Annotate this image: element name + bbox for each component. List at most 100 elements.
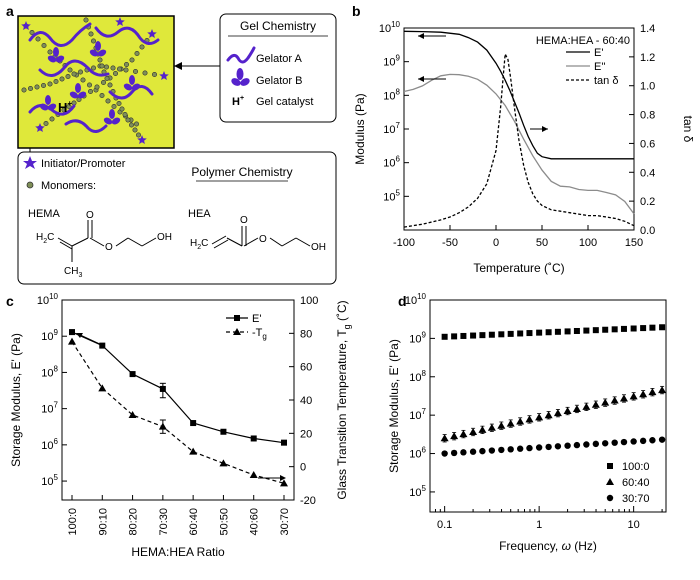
point-square <box>507 330 514 337</box>
point-circle <box>479 447 486 455</box>
initiator-star <box>137 135 147 144</box>
y-tick-label: 1010 <box>37 292 59 307</box>
point-triangle <box>591 400 600 408</box>
point-triangle <box>525 415 534 423</box>
legend-label-base: E' <box>252 313 261 325</box>
hea-carbonyl-o: O <box>240 215 248 226</box>
point-square <box>545 329 552 336</box>
panel-d-plot-frame <box>429 299 667 513</box>
y-tick-label-exp: 9 <box>54 328 59 337</box>
y-tick-label: 109 <box>409 330 426 345</box>
three-lobe-icon <box>231 68 250 86</box>
legend-label-0: 100:0 <box>622 461 650 473</box>
monomer-bead <box>88 89 94 95</box>
monomer-bead <box>117 66 123 72</box>
gelator-b-lobe <box>111 117 121 125</box>
point-triangle <box>459 430 468 438</box>
point-triangle <box>601 398 610 406</box>
e-prime-axis-arrow-head <box>418 33 424 39</box>
monomer-bead <box>152 72 158 78</box>
panel-b-y-label: Modulus (Pa) <box>353 93 367 164</box>
initiator-star <box>147 29 157 38</box>
legend-label-1: 60:40 <box>622 477 650 489</box>
legend-marker-1 <box>606 478 614 485</box>
gel-network-illustration <box>21 17 169 144</box>
monomer-bead <box>65 74 71 80</box>
point-triangle <box>629 392 638 400</box>
point-circle <box>564 442 571 449</box>
y-tick-label: 1010 <box>405 292 427 307</box>
y-right-tick-label: 40 <box>300 395 312 407</box>
legend-marker-1 <box>233 328 241 335</box>
gelator-a-strand <box>28 22 92 47</box>
hema-structure <box>57 220 157 262</box>
point-circle <box>573 441 581 449</box>
series-line-0 <box>403 30 634 160</box>
monomer-bead <box>119 106 125 112</box>
point-square <box>564 328 571 335</box>
point-square <box>479 332 486 339</box>
hea-ester-o: O <box>259 234 267 245</box>
panel-c-x-label: HEMA:HEA Ratio <box>131 545 225 559</box>
x-tick-label: 100 <box>579 237 597 249</box>
monomer-bead <box>47 81 53 87</box>
gelator-a-strand <box>38 59 110 77</box>
point-circle <box>611 439 618 446</box>
point-circle <box>526 444 533 452</box>
y-tick-label: 105 <box>41 473 58 488</box>
panel-c-letter: c <box>6 293 14 309</box>
hema-ester-o: O <box>105 242 113 253</box>
legend-label-base: -T <box>252 327 263 339</box>
monomer-bead <box>99 93 105 99</box>
point-triangle <box>469 427 478 435</box>
y-tick-label: 108 <box>409 369 426 384</box>
y-tick-label-base: 10 <box>409 410 421 422</box>
y-right-tick-label: 1.4 <box>640 23 655 35</box>
monomer-bead <box>122 112 128 118</box>
legend-label-2: tan δ <box>594 75 618 87</box>
legend-label-1: E'' <box>594 61 606 73</box>
monomer-bead <box>134 50 140 56</box>
gelator-b-lobe <box>123 83 133 91</box>
y-right-tick-label: -20 <box>300 495 316 507</box>
point-triangle <box>128 411 137 418</box>
monomer-bead <box>136 132 142 138</box>
y-right-tick-label: 0.6 <box>640 138 655 150</box>
gelator-b-lobe <box>129 75 135 85</box>
monomer-bead <box>94 84 100 90</box>
point-triangle <box>478 425 487 433</box>
gelator-b-lobe <box>47 103 57 111</box>
point-square <box>554 328 561 335</box>
gel-catalyst-label: Gel catalyst <box>256 96 313 108</box>
monomer-bead <box>129 122 135 128</box>
monomer-bead <box>59 76 65 82</box>
monomer-bead <box>43 121 49 127</box>
e-double-prime-axis-arrow-head <box>418 76 424 82</box>
y-tick-label-base: 10 <box>409 333 421 345</box>
x-tick-label: 50:50 <box>218 508 230 536</box>
y-right-tick-label: 0.0 <box>640 225 655 237</box>
y-tick-label-exp: 10 <box>391 20 400 29</box>
legend-label-0: E' <box>252 313 261 325</box>
y-tick-label: 107 <box>383 121 400 136</box>
monomer-bead <box>67 67 73 73</box>
legend-marker-0 <box>234 315 240 321</box>
panel-c-y-right-label: Glass Transition Temperature, Tg (˚C) <box>335 300 352 499</box>
gelator-b-label: Gelator B <box>256 75 302 87</box>
y-tick-label-base: 10 <box>41 367 53 379</box>
gelator-b-lobe <box>45 95 51 105</box>
y-right-tick-label: 20 <box>300 428 312 440</box>
point-triangle <box>158 422 167 430</box>
point-square <box>69 329 75 336</box>
y-tick-label: 106 <box>41 437 58 452</box>
gelator-b-lobe <box>109 109 115 119</box>
hema-h2c-label: H2C <box>36 232 54 245</box>
point-square <box>602 326 609 333</box>
monomer-bead <box>101 80 107 86</box>
y-tick-label-base: 10 <box>379 23 391 35</box>
x-tick-label: 50 <box>536 237 548 249</box>
panel-b-letter: b <box>352 3 361 19</box>
hema-oh-label: OH <box>157 232 172 243</box>
point-square <box>159 385 166 392</box>
point-square <box>451 333 458 340</box>
